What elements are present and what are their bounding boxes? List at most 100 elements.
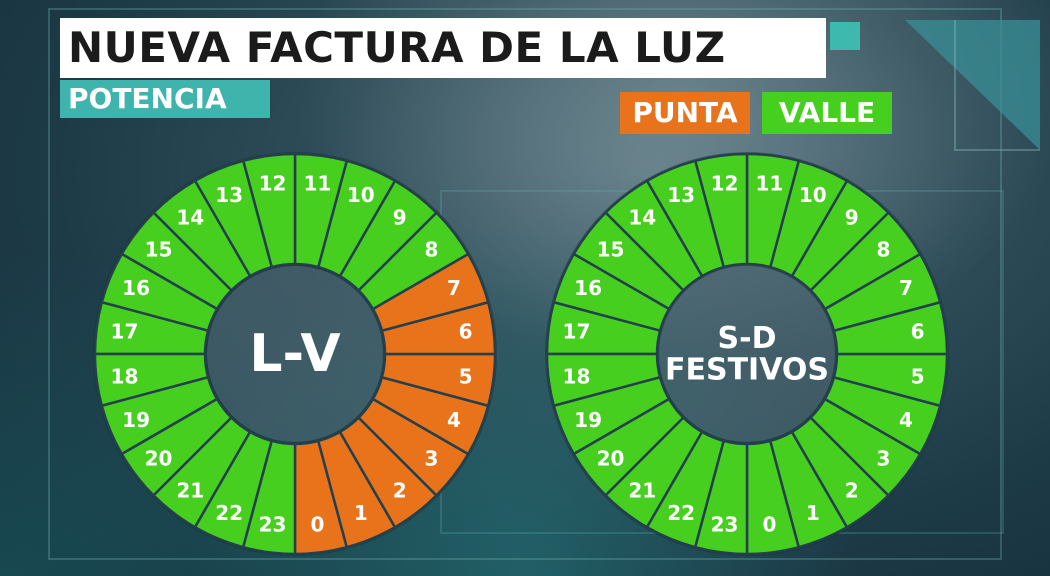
- hour-label: 1: [354, 501, 368, 525]
- hour-label: 18: [563, 364, 591, 388]
- legend-valle: VALLE: [762, 92, 892, 134]
- hour-label: 15: [145, 237, 173, 261]
- hour-segment-2: [790, 415, 891, 529]
- hour-label: 6: [459, 320, 473, 344]
- hour-label: 9: [845, 206, 859, 230]
- hour-segment-21: [151, 415, 252, 529]
- hour-segment-11: [745, 152, 801, 269]
- hour-segment-18: [545, 352, 662, 408]
- hour-segment-20: [572, 397, 686, 498]
- hour-label: 14: [628, 206, 656, 230]
- hour-label: 5: [911, 364, 925, 388]
- hour-label: 14: [176, 206, 204, 230]
- page-subtitle: POTENCIA: [60, 80, 270, 118]
- hour-segment-2: [338, 415, 439, 529]
- hour-segment-9: [338, 179, 439, 293]
- hour-segment-18: [93, 352, 210, 408]
- hour-label: 21: [628, 478, 656, 502]
- hour-segment-17: [545, 300, 662, 356]
- hour-label: 22: [215, 501, 243, 525]
- hour-label: 9: [393, 206, 407, 230]
- hour-label: 21: [176, 478, 204, 502]
- hour-segment-22: [193, 430, 274, 549]
- hour-label: 23: [711, 513, 739, 537]
- hour-label: 3: [876, 447, 890, 471]
- hour-segment-8: [356, 210, 470, 311]
- hour-label: 18: [111, 364, 139, 388]
- hour-label: 13: [215, 183, 243, 207]
- hour-segment-15: [572, 210, 686, 311]
- hour-label: 10: [799, 183, 827, 207]
- hour-segment-19: [552, 375, 671, 456]
- hour-segment-10: [316, 159, 397, 278]
- hour-segment-4: [823, 375, 942, 456]
- hour-label: 15: [597, 237, 625, 261]
- hour-label: 19: [122, 408, 150, 432]
- hour-label: 2: [845, 478, 859, 502]
- hour-segment-22: [645, 430, 726, 549]
- hour-segment-23: [241, 439, 297, 556]
- hour-label: 4: [447, 408, 461, 432]
- hour-label: 1: [806, 501, 820, 525]
- legend-punta: PUNTA: [620, 92, 750, 134]
- hour-label: 12: [259, 171, 287, 195]
- hour-segment-12: [693, 152, 749, 269]
- hour-segment-7: [371, 252, 490, 333]
- hour-label: 11: [756, 171, 784, 195]
- hour-segment-17: [93, 300, 210, 356]
- hour-segment-3: [808, 397, 922, 498]
- hour-segment-4: [371, 375, 490, 456]
- hour-segment-19: [100, 375, 219, 456]
- hour-label: 20: [597, 447, 625, 471]
- hour-label: 8: [876, 237, 890, 261]
- dial-center-label: L-V: [249, 324, 340, 384]
- hour-label: 11: [304, 171, 332, 195]
- hour-segment-13: [193, 159, 274, 278]
- decorative-frame: [48, 8, 1002, 560]
- dial-hub: [659, 266, 835, 442]
- hour-label: 10: [347, 183, 375, 207]
- hour-segment-6: [380, 300, 497, 356]
- hour-label: 17: [563, 320, 591, 344]
- hour-label: 8: [424, 237, 438, 261]
- hour-segment-21: [603, 415, 704, 529]
- hour-segment-3: [356, 397, 470, 498]
- hour-label: 7: [899, 276, 913, 300]
- hour-label: 22: [667, 501, 695, 525]
- hour-label: 13: [667, 183, 695, 207]
- hour-label: 17: [111, 320, 139, 344]
- hour-segment-16: [100, 252, 219, 333]
- hour-segment-7: [823, 252, 942, 333]
- hour-segment-14: [151, 179, 252, 293]
- dial-hub: [207, 266, 383, 442]
- hour-segment-11: [293, 152, 349, 269]
- hour-label: 0: [762, 513, 776, 537]
- hour-segment-5: [832, 352, 949, 408]
- hour-segment-8: [808, 210, 922, 311]
- hour-label: 16: [574, 276, 602, 300]
- hour-segment-10: [768, 159, 849, 278]
- hour-label: 2: [393, 478, 407, 502]
- hour-label: 6: [911, 320, 925, 344]
- hour-label: 3: [424, 447, 438, 471]
- hour-label: 16: [122, 276, 150, 300]
- dial-center-label: S-D: [718, 321, 777, 356]
- decorative-square: [830, 22, 860, 50]
- hour-label: 0: [310, 513, 324, 537]
- hour-label: 5: [459, 364, 473, 388]
- hour-segment-12: [241, 152, 297, 269]
- hour-segment-16: [552, 252, 671, 333]
- hour-label: 4: [899, 408, 913, 432]
- hour-segment-15: [120, 210, 234, 311]
- hour-segment-1: [768, 430, 849, 549]
- hour-segment-23: [693, 439, 749, 556]
- hour-segment-14: [603, 179, 704, 293]
- hour-segment-13: [645, 159, 726, 278]
- hour-label: 7: [447, 276, 461, 300]
- hour-segment-9: [790, 179, 891, 293]
- hour-segment-1: [316, 430, 397, 549]
- hour-label: 20: [145, 447, 173, 471]
